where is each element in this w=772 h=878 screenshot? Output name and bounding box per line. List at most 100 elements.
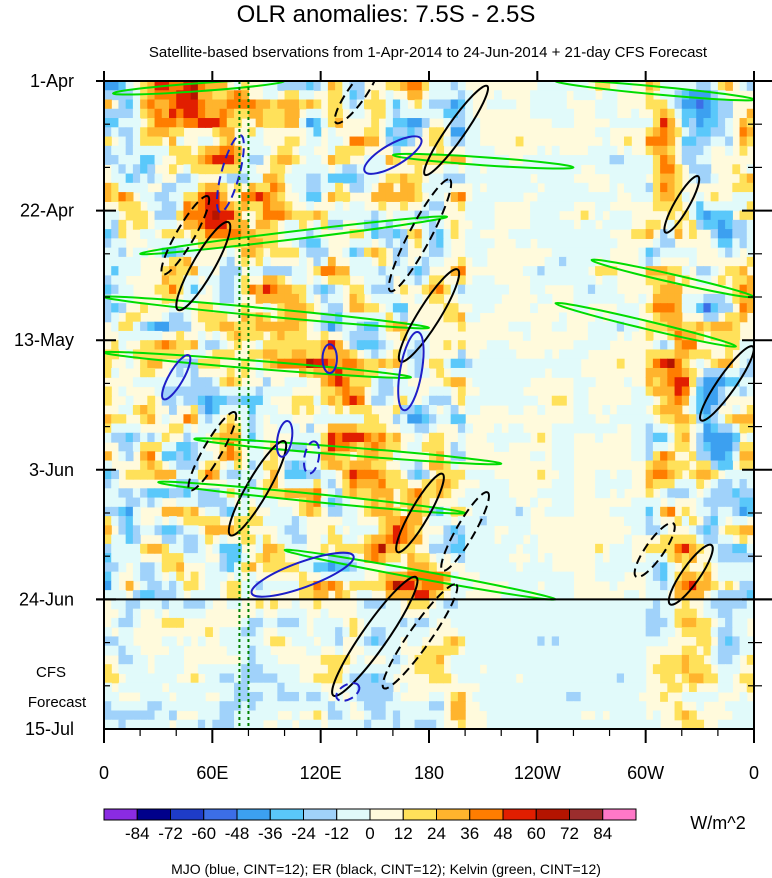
anomaly-cell (450, 118, 459, 128)
anomaly-cell (645, 460, 654, 471)
anomaly-cell (241, 414, 250, 425)
anomaly-cell (631, 173, 640, 184)
anomaly-cell (212, 525, 221, 536)
anomaly-cell (450, 312, 459, 323)
anomaly-cell (414, 460, 423, 471)
anomaly-cell (429, 645, 437, 656)
anomaly-cell (537, 562, 546, 573)
anomaly-cell (132, 543, 141, 554)
anomaly-cell (689, 645, 697, 656)
anomaly-cell (479, 275, 488, 286)
anomaly-cell (356, 108, 365, 119)
mjo-contour (321, 343, 338, 375)
anomaly-cell (132, 405, 141, 415)
anomaly-cell (299, 266, 307, 276)
anomaly-cell (595, 164, 603, 175)
anomaly-cell (140, 173, 148, 184)
anomaly-cell (616, 358, 625, 369)
anomaly-cell (638, 608, 647, 619)
anomaly-cell (660, 266, 668, 276)
anomaly-cell (255, 405, 264, 415)
anomaly-cell (667, 155, 676, 165)
anomaly-cell (392, 534, 401, 545)
anomaly-cell (392, 516, 401, 526)
anomaly-cell (219, 127, 228, 138)
anomaly-cell (320, 395, 329, 406)
anomaly-cell (270, 543, 278, 554)
anomaly-cell (306, 506, 315, 517)
anomaly-cell (183, 701, 192, 712)
anomaly-cell (436, 192, 445, 202)
anomaly-cell (313, 710, 322, 721)
anomaly-cell (429, 571, 437, 582)
colorbar-swatch (369, 808, 404, 821)
anomaly-cell (544, 654, 553, 665)
anomaly-cell (595, 691, 603, 702)
anomaly-cell (501, 543, 510, 554)
mjo-contour (363, 135, 423, 175)
anomaly-cell (645, 525, 654, 536)
anomaly-cell (262, 118, 271, 128)
anomaly-cell (169, 192, 177, 202)
anomaly-cell (356, 358, 365, 369)
anomaly-cell (689, 590, 697, 600)
anomaly-cell (118, 155, 127, 165)
anomaly-cell (197, 81, 206, 91)
anomaly-cell (400, 192, 408, 202)
anomaly-cell (306, 562, 315, 573)
anomaly-cell (609, 701, 618, 712)
anomaly-cell (118, 405, 127, 415)
anomaly-cell (710, 293, 719, 304)
anomaly-cell (515, 654, 524, 665)
anomaly-cell (501, 571, 510, 582)
anomaly-cell (689, 664, 697, 675)
anomaly-cell (681, 608, 690, 619)
anomaly-cell (262, 219, 271, 230)
anomaly-cell (681, 553, 690, 563)
anomaly-cell (169, 321, 177, 332)
anomaly-cell (356, 432, 365, 443)
anomaly-cell (457, 617, 466, 628)
anomaly-cell (313, 358, 322, 369)
y-tick-label: 1-Apr (30, 71, 74, 91)
anomaly-cell (725, 469, 733, 480)
anomaly-cell (385, 219, 394, 230)
anomaly-cell (248, 562, 257, 573)
anomaly-cell (551, 719, 560, 729)
anomaly-cell (277, 608, 286, 619)
anomaly-cell (234, 284, 242, 295)
anomaly-cell (320, 118, 329, 128)
anomaly-cell (291, 627, 300, 638)
anomaly-cell (652, 710, 661, 721)
anomaly-cell (364, 682, 372, 693)
anomaly-cell (660, 349, 668, 360)
anomaly-cell (537, 275, 546, 286)
anomaly-cell (667, 247, 676, 258)
anomaly-cell (197, 543, 206, 554)
anomaly-cell (190, 349, 199, 360)
anomaly-cell (320, 284, 329, 295)
anomaly-cell (234, 682, 242, 693)
anomaly-cell (486, 192, 495, 202)
anomaly-cell (400, 423, 408, 434)
anomaly-cell (197, 377, 206, 388)
anomaly-cell (436, 145, 445, 156)
anomaly-cell (725, 432, 733, 443)
anomaly-cell (270, 682, 278, 693)
anomaly-cell (717, 108, 726, 119)
anomaly-cell (327, 377, 336, 388)
anomaly-cell (104, 229, 112, 239)
anomaly-cell (147, 571, 156, 582)
anomaly-cell (385, 580, 394, 591)
anomaly-cell (465, 247, 473, 258)
anomaly-cell (580, 247, 589, 258)
anomaly-cell (169, 553, 177, 563)
anomaly-cell (342, 506, 351, 517)
anomaly-cell (270, 710, 278, 721)
anomaly-cell (335, 627, 343, 638)
y-tick-label: 15-Jul (25, 719, 74, 739)
anomaly-cell (746, 229, 754, 239)
anomaly-cell (667, 673, 676, 684)
anomaly-cell (205, 182, 213, 193)
anomaly-cell (284, 701, 293, 712)
